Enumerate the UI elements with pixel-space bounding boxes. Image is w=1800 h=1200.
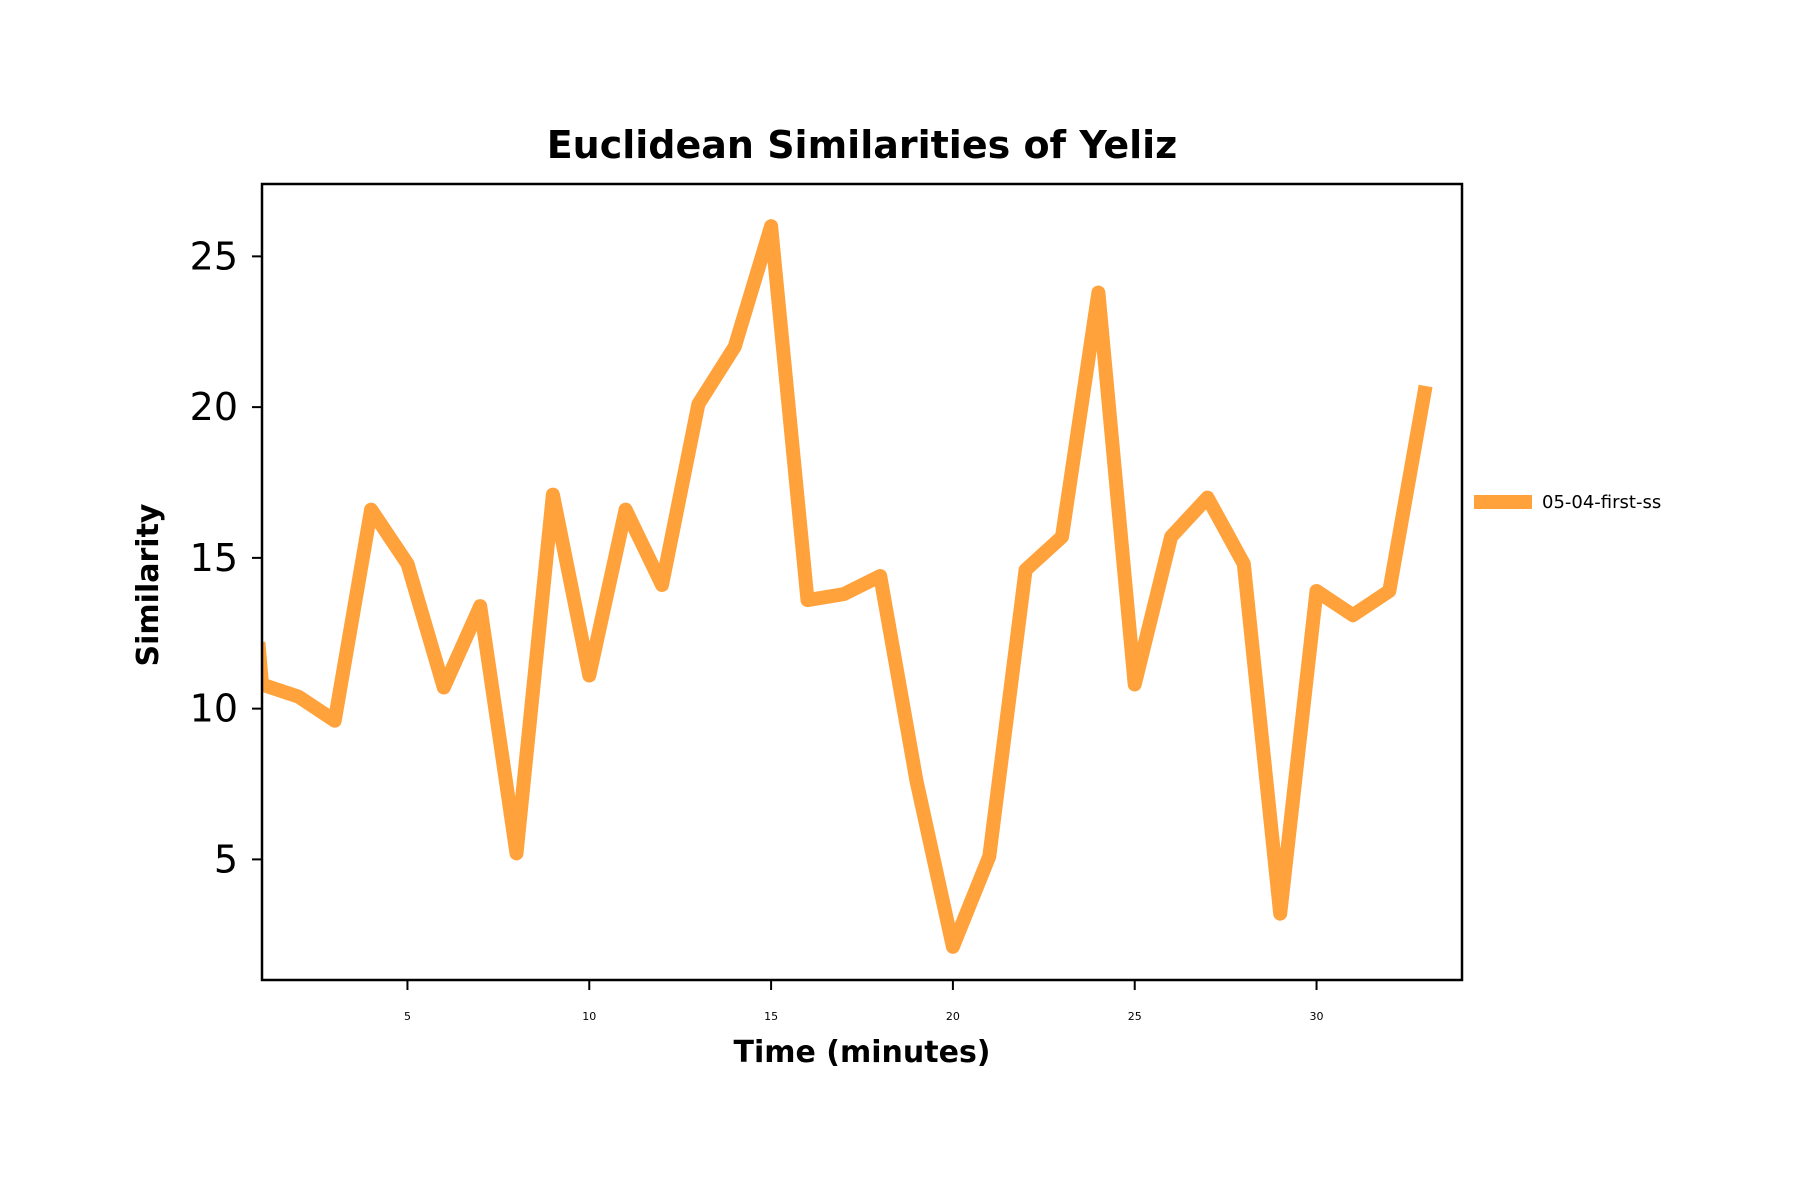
- x-tick-label: 25: [1128, 1010, 1142, 1023]
- legend: 05-04-first-ss: [1474, 492, 1661, 513]
- x-tick-label: 15: [764, 1010, 778, 1023]
- chart-title: Euclidean Similarities of Yeliz: [547, 123, 1178, 167]
- x-tick-label: 5: [404, 1010, 411, 1023]
- y-tick-label: 10: [190, 687, 238, 731]
- legend-label: 05-04-first-ss: [1542, 492, 1661, 513]
- x-tick-label: 10: [582, 1010, 596, 1023]
- x-tick-label: 30: [1310, 1010, 1324, 1023]
- x-axis-label: Time (minutes): [733, 1035, 990, 1070]
- y-tick-label: 20: [190, 385, 238, 429]
- y-tick-label: 25: [190, 234, 238, 278]
- plot-area: 5 10 15 20 25 5 10 15 20 25 30: [190, 182, 1464, 1023]
- y-axis-label: Similarity: [131, 503, 166, 666]
- y-tick-label: 15: [190, 536, 238, 580]
- y-tick-label: 5: [214, 837, 238, 881]
- plot-frame: [260, 182, 1464, 982]
- series-line-05-04-first-ss: [262, 219, 1433, 954]
- x-tick-label: 20: [946, 1010, 960, 1023]
